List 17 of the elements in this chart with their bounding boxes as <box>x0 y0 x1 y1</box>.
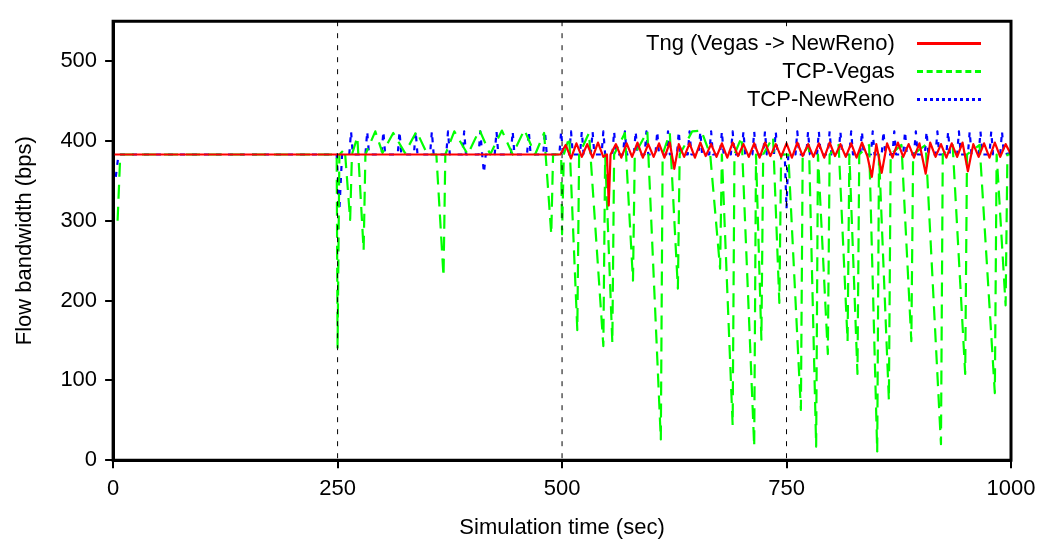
x-tick-label: 1000 <box>986 475 1036 501</box>
x-tick-label: 500 <box>543 475 581 501</box>
legend-label: TCP-NewReno <box>746 86 895 113</box>
y-tick-label: 500 <box>60 47 98 73</box>
x-tick-label: 250 <box>319 475 356 501</box>
y-tick-label: 0 <box>84 446 98 472</box>
y-axis-title: Flow bandwidth (bps) <box>11 136 37 346</box>
y-tick-label: 300 <box>60 206 98 232</box>
x-tick-label: 750 <box>768 475 805 501</box>
legend-label: Tng (Vegas -> NewReno) <box>646 30 895 57</box>
y-tick-label: 100 <box>60 366 98 392</box>
y-tick-label: 400 <box>60 126 98 152</box>
line-series <box>116 128 1011 453</box>
x-tick-label: 0 <box>106 475 120 501</box>
legend-label: TCP-Vegas <box>782 58 895 85</box>
x-axis-title: Simulation time (sec) <box>459 513 665 539</box>
y-tick-label: 200 <box>60 286 98 312</box>
